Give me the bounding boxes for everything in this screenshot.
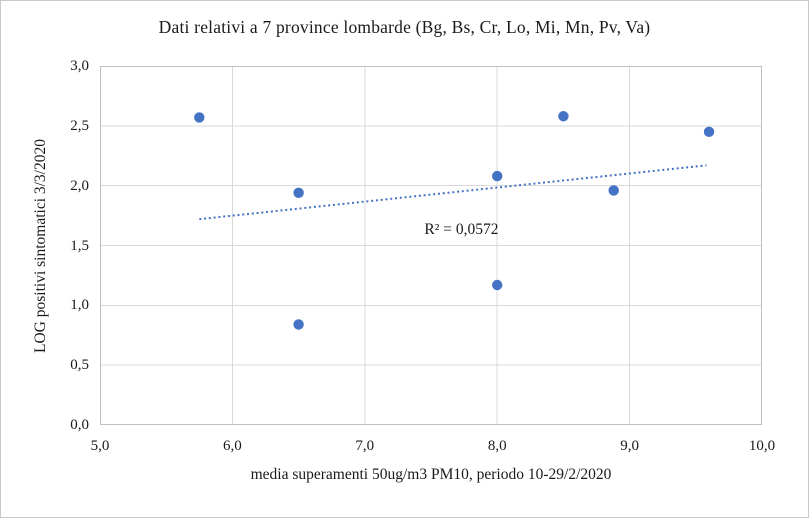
data-point: [293, 187, 304, 199]
y-tick-label: 0,0: [70, 417, 89, 433]
y-tick-label: 2,5: [70, 117, 89, 134]
x-tick-label: 5,0: [90, 438, 110, 454]
x-tick-label: 6,0: [223, 438, 242, 454]
data-point: [608, 185, 619, 196]
data-point: [492, 170, 503, 182]
data-point: [492, 279, 503, 291]
x-tick-label: 10,0: [748, 438, 776, 454]
x-tick-label: 8,0: [487, 438, 507, 454]
data-point: [194, 112, 205, 123]
y-tick-label: 1,0: [70, 297, 89, 314]
x-tick-label: 7,0: [355, 438, 375, 454]
trendline: [199, 164, 707, 221]
r-squared-label: R² = 0,0572: [424, 220, 499, 238]
y-tick-label: 2,0: [70, 177, 89, 194]
x-axis-title: media superamenti 50ug/m3 PM10, periodo …: [250, 466, 612, 483]
data-point: [293, 319, 304, 330]
y-tick-label: 3,0: [70, 58, 89, 74]
data-point: [558, 111, 569, 122]
y-tick-label: 1,5: [70, 237, 89, 254]
y-tick-label: 0,5: [70, 357, 89, 374]
data-point: [703, 126, 715, 138]
plot-area: [100, 66, 762, 425]
x-tick-label: 9,0: [620, 438, 639, 454]
chart-title: Dati relativi a 7 province lombarde (Bg,…: [158, 17, 651, 37]
